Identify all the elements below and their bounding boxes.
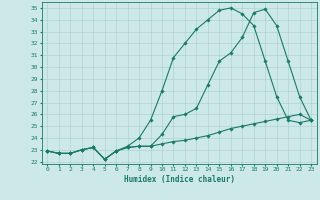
X-axis label: Humidex (Indice chaleur): Humidex (Indice chaleur) [124, 175, 235, 184]
